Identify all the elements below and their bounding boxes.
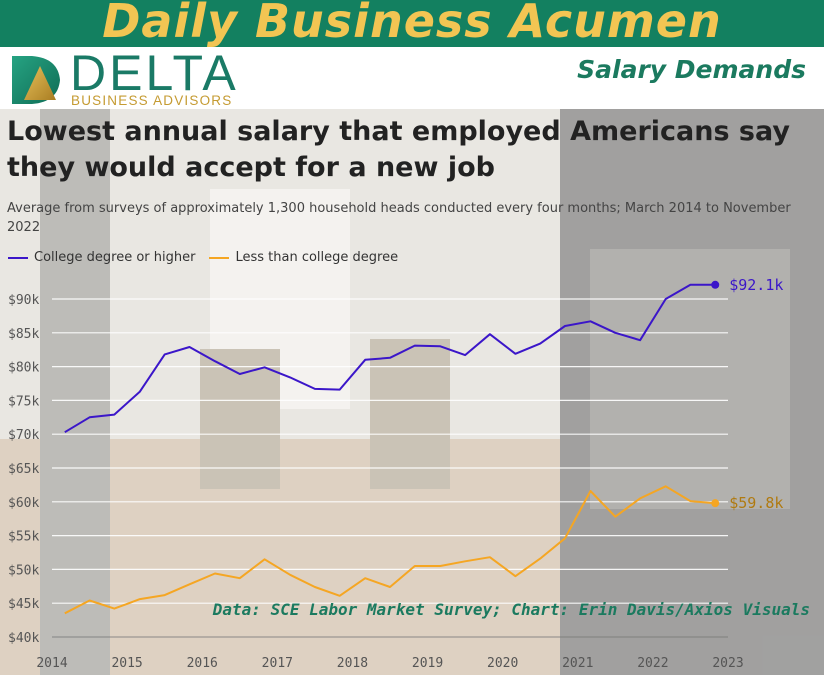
series-end-label: $92.1k	[729, 276, 783, 294]
x-tick-label: 2018	[337, 656, 368, 671]
chart-legend: College degree or higher Less than colle…	[8, 250, 398, 265]
legend-label-college: College degree or higher	[34, 250, 196, 265]
y-tick-label: $60k	[8, 496, 39, 511]
x-tick-label: 2020	[487, 656, 518, 671]
y-tick-label: $55k	[8, 530, 39, 545]
y-tick-label: $50k	[8, 563, 39, 578]
x-tick-label: 2014	[36, 656, 67, 671]
x-tick-label: 2016	[187, 656, 218, 671]
section-label: Salary Demands	[577, 55, 806, 84]
series-line-no-college	[64, 485, 716, 615]
series-end-point	[711, 280, 720, 289]
legend-item-college: College degree or higher	[8, 250, 195, 265]
y-tick-label: $80k	[8, 361, 39, 376]
legend-swatch-college	[8, 256, 28, 259]
source-note: Data: SCE Labor Market Survey; Chart: Er…	[212, 600, 810, 619]
brand-tagline: BUSINESS ADVISORS	[71, 93, 233, 108]
brand-name: DELTA	[70, 45, 239, 101]
x-tick-label: 2023	[712, 656, 743, 671]
y-tick-label: $85k	[8, 327, 39, 342]
y-tick-label: $45k	[8, 597, 39, 612]
legend-label-no-college: Less than college degree	[235, 250, 399, 265]
series-end-label: $59.8k	[729, 494, 783, 512]
y-tick-label: $70k	[8, 428, 39, 443]
y-tick-label: $40k	[8, 631, 39, 646]
chart-title: Lowest annual salary that employed Ameri…	[7, 116, 790, 183]
header-band	[0, 47, 824, 109]
y-tick-label: $65k	[8, 462, 39, 477]
photo-overlay	[0, 109, 824, 675]
legend-item-no-college: Less than college degree	[209, 250, 398, 265]
y-tick-label: $75k	[8, 394, 39, 409]
chart-subtitle: Average from surveys of approximately 1,…	[7, 201, 791, 235]
banner-title: Daily Business Acumen	[102, 0, 722, 48]
x-tick-label: 2015	[111, 656, 142, 671]
series-end-point	[711, 499, 720, 508]
series-line-college	[64, 283, 716, 434]
title-banner: Daily Business Acumen	[0, 0, 824, 48]
delta-triangle-logo-icon	[12, 56, 60, 104]
y-tick-label: $90k	[8, 293, 39, 308]
x-tick-label: 2019	[412, 656, 443, 671]
x-tick-label: 2022	[637, 656, 668, 671]
legend-swatch-no-college	[209, 256, 230, 259]
x-tick-label: 2017	[262, 656, 293, 671]
x-tick-label: 2021	[562, 656, 593, 671]
